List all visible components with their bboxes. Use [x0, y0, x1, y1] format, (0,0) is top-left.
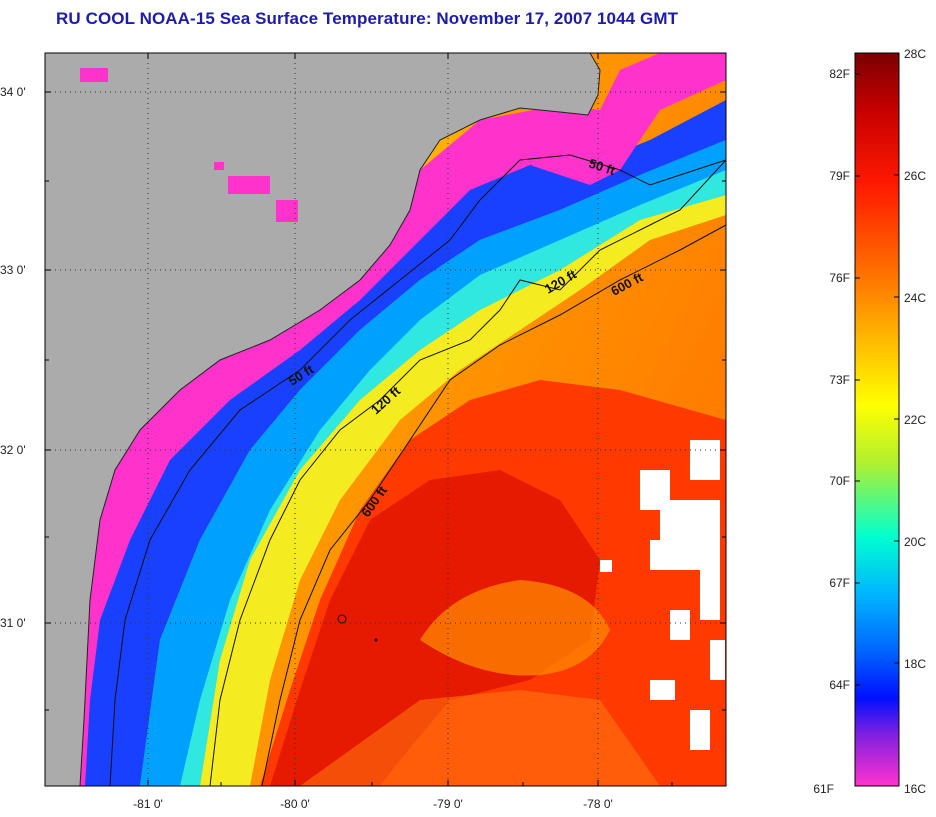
land-mass [45, 53, 600, 786]
colorbar-label-20c: 20C [904, 535, 926, 549]
colorbar-label-70f: 70F [829, 474, 850, 488]
colorbar-label-64f: 64F [829, 678, 850, 692]
inland-lakes [80, 68, 298, 222]
colorbar-gradient [854, 52, 900, 787]
colorbar-label-24c: 24C [904, 291, 926, 305]
map-imagery [45, 53, 726, 786]
coastal-pink-band [45, 53, 726, 786]
colorbar-ticks [855, 52, 899, 686]
colorbar-label-76f: 76F [829, 271, 850, 285]
colorbar-label-79f: 79F [829, 169, 850, 183]
colorbar-label-67f: 67F [829, 576, 850, 590]
isobath-120ft [209, 159, 726, 786]
shelf-yellow-band [200, 195, 726, 786]
axis-ticks [45, 53, 726, 786]
isobath-600ft [261, 224, 726, 786]
colorbar-label-61f: 61F [813, 782, 834, 796]
map-border [44, 52, 727, 787]
page-title: RU COOL NOAA-15 Sea Surface Temperature:… [56, 9, 679, 28]
longitude-label-78: -78 0' [583, 797, 613, 811]
coastline [79, 53, 601, 786]
gulf-stream-south-warm [300, 690, 660, 786]
colorbar-label-73f: 73F [829, 373, 850, 387]
latitude-label-33: 33 0' [0, 263, 26, 277]
longitude-label-80: -80 0' [280, 797, 310, 811]
shelf-light-blue-band [140, 140, 726, 786]
latitude-label-32: 32 0' [0, 443, 26, 457]
graticule [45, 53, 726, 786]
colorbar-label-16c: 16C [904, 782, 926, 796]
station-marker [337, 614, 347, 624]
longitude-label-79: -79 0' [433, 797, 463, 811]
latitude-label-34: 34 0' [0, 85, 26, 99]
isobath-50ft [109, 154, 726, 786]
colorbar-label-28c: 28C [904, 47, 926, 61]
colorbar-label-82f: 82F [829, 67, 850, 81]
cloud-patches [600, 440, 725, 750]
colorbar-label-18c: 18C [904, 657, 926, 671]
gulf-stream-eddy [420, 580, 610, 676]
latitude-label-31: 31 0' [0, 616, 26, 630]
colorbar-label-26c: 26C [904, 169, 926, 183]
station-dot [374, 638, 378, 642]
longitude-label-81: -81 0' [133, 797, 163, 811]
colorbar-label-22c: 22C [904, 413, 926, 427]
